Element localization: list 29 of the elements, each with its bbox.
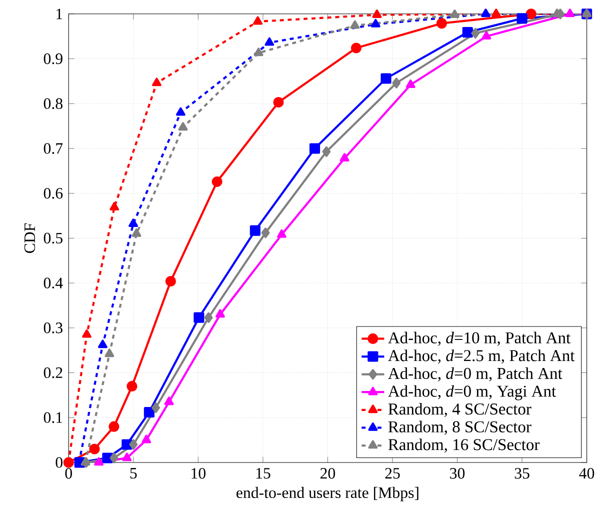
x-tick-label: 10 (192, 468, 206, 479)
x-tick-label: 40 (579, 468, 594, 479)
x-tick-label: 30 (450, 468, 465, 479)
y-tick-label: 0.1 (44, 412, 62, 423)
y-tick-label: 0.7 (44, 143, 63, 154)
y-tick-label: 0.3 (44, 322, 62, 334)
legend-label: Ad-hoc, d=0 m, Patch Ant (388, 367, 562, 382)
y-tick-label: 0.8 (44, 98, 62, 109)
y-tick-label: 0.5 (44, 232, 62, 244)
x-tick-label: 35 (514, 468, 530, 479)
legend-label: Random, 8 SC/Sector (388, 420, 532, 435)
legend-label: Random, 4 SC/Sector (388, 402, 532, 417)
y-tick-label: 0 (56, 457, 62, 468)
legend-label: Ad-hoc, d=0 m, Yagi Ant (388, 385, 556, 400)
y-axis-title: CDF (24, 223, 36, 253)
x-tick-label: 25 (385, 468, 400, 479)
y-tick-label: 1 (56, 8, 62, 20)
x-axis-title: end-to-end users rate [Mbps] (236, 486, 418, 502)
x-tick-label: 0 (65, 468, 72, 479)
x-tick-label: 5 (130, 468, 137, 478)
x-tick-label: 20 (320, 468, 336, 479)
legend-label: Ad-hoc, d=2.5 m, Patch Ant (388, 350, 575, 364)
legend-label: Random, 16 SC/Sector (388, 438, 540, 453)
y-tick-label: 0.6 (44, 188, 63, 199)
legend-label: Ad-hoc, d=10 m, Patch Ant (388, 332, 571, 346)
x-tick-label: 15 (256, 468, 270, 479)
y-tick-label: 0.4 (44, 278, 63, 288)
y-tick-label: 0.9 (44, 53, 62, 64)
y-tick-label: 0.2 (44, 367, 62, 378)
